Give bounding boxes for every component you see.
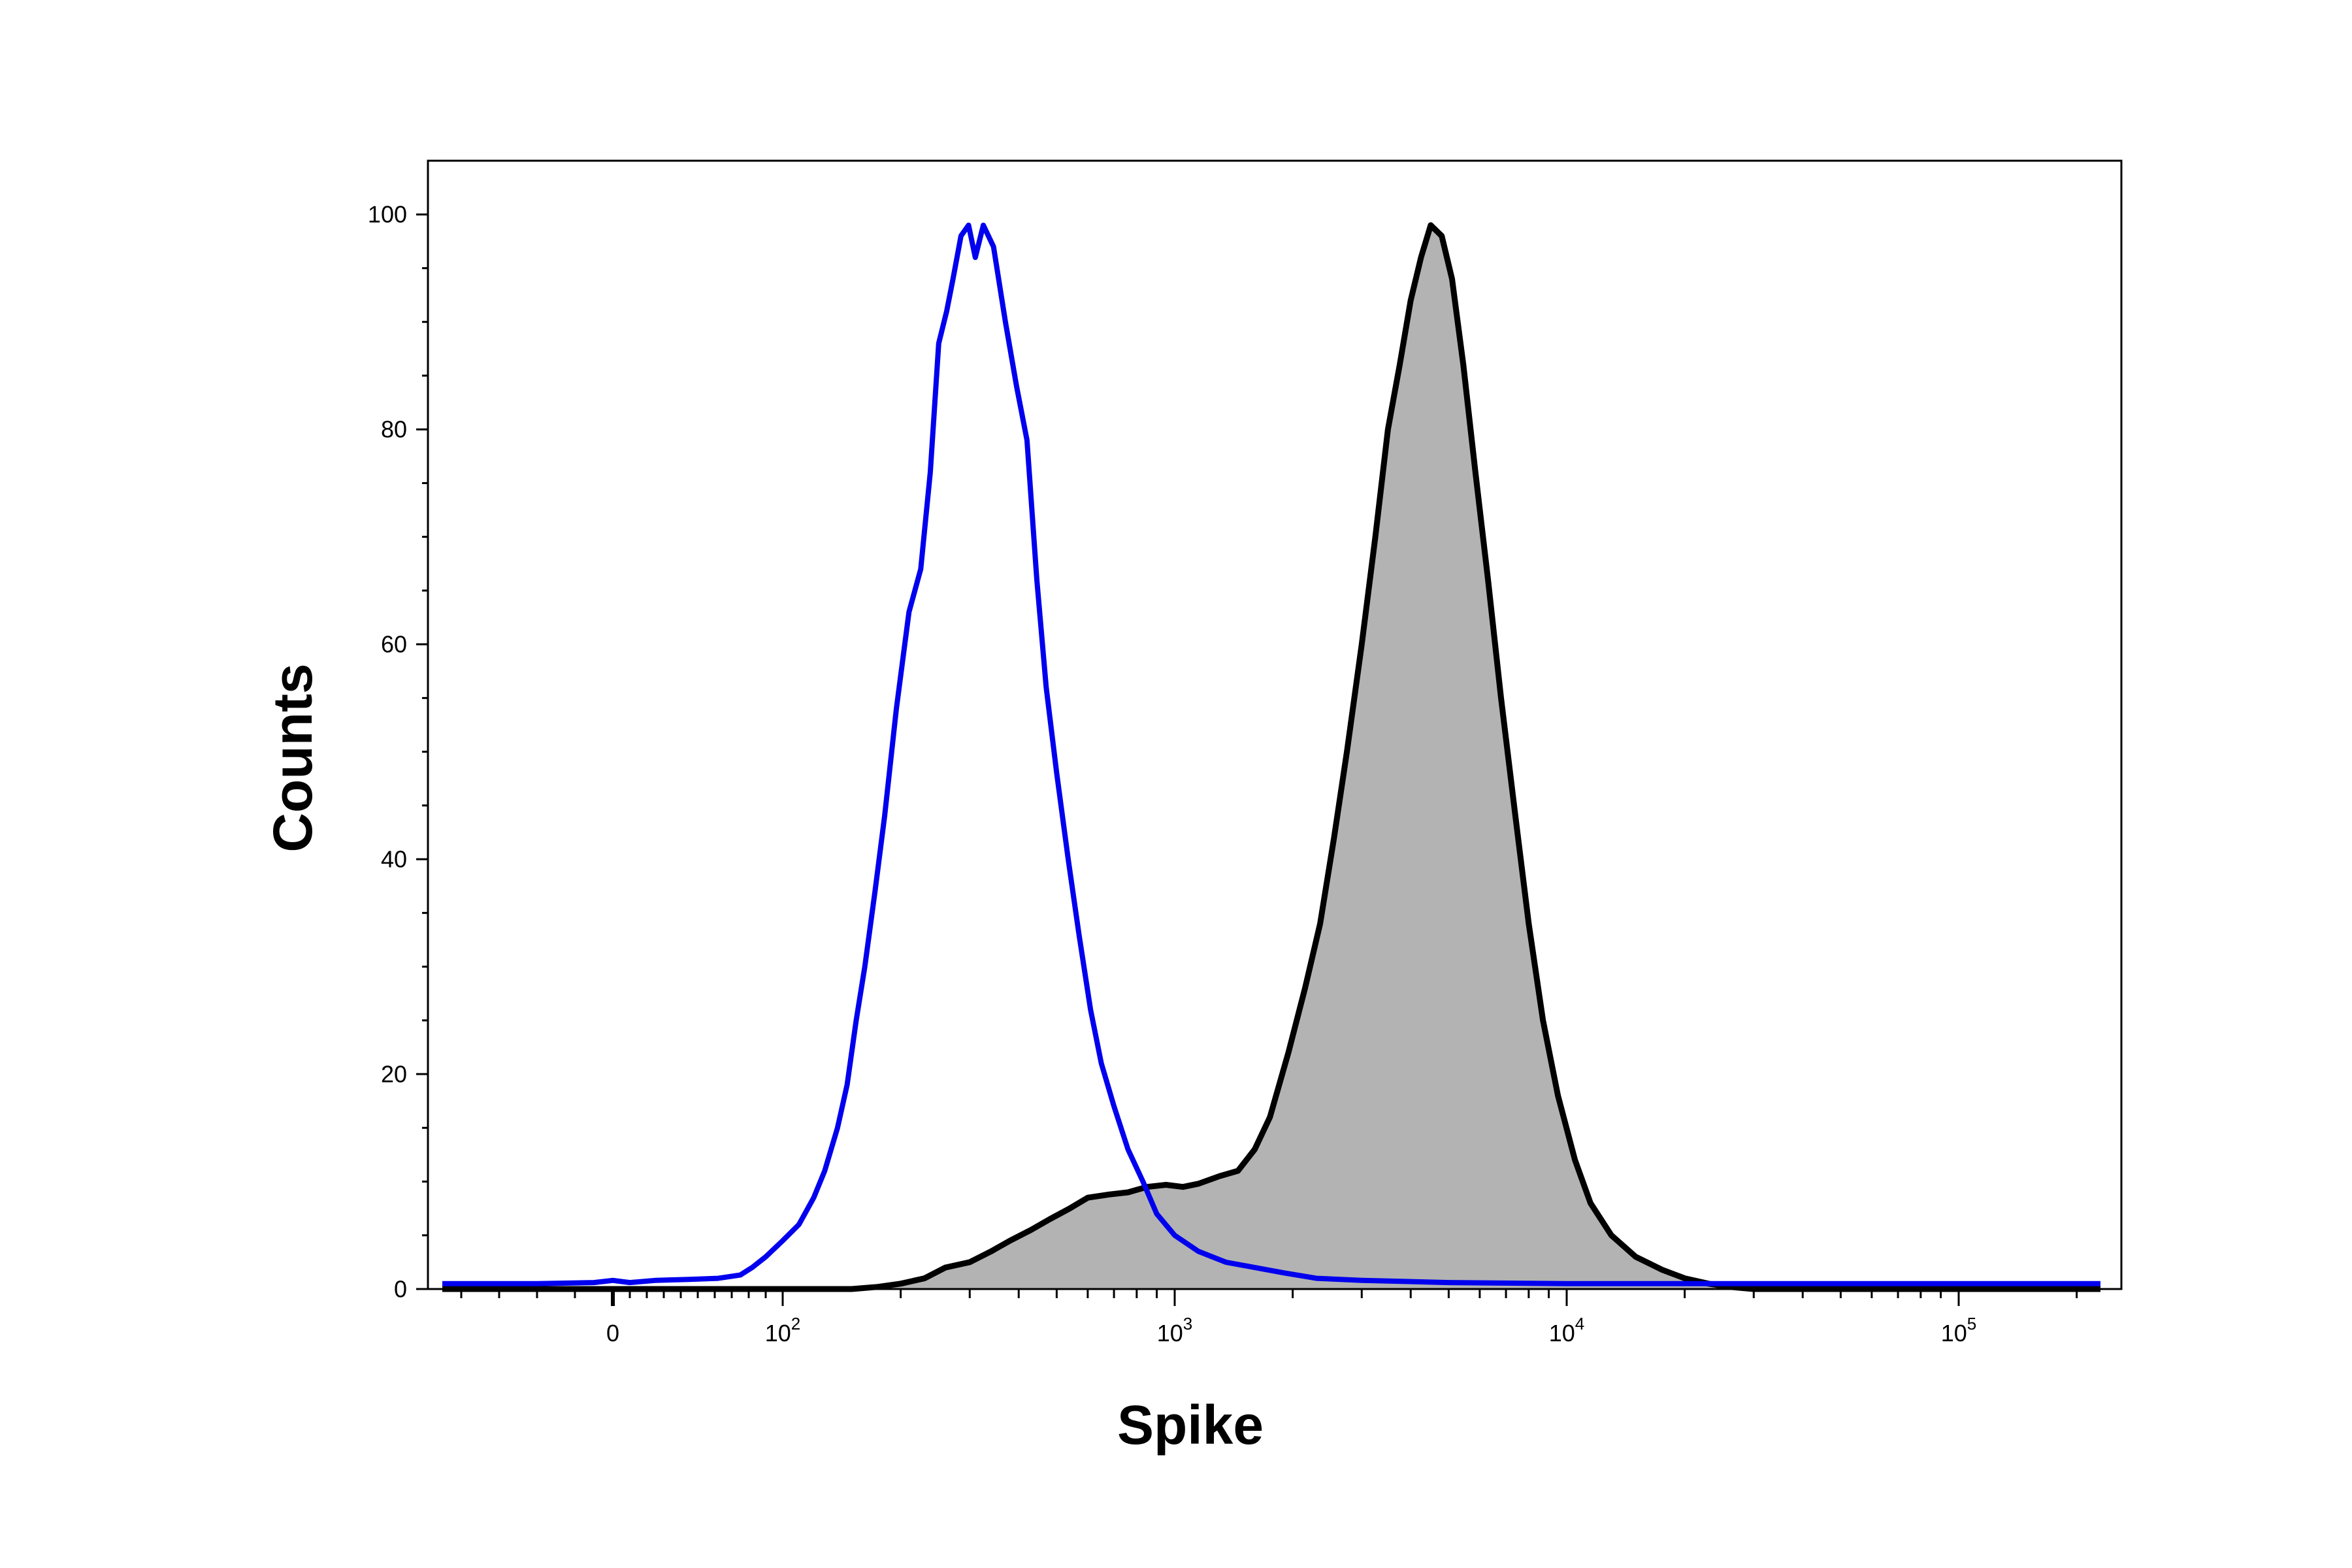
histogram-line-stained xyxy=(442,222,2100,1292)
histogram-fill-stained xyxy=(442,225,2100,1290)
x-tick-label: 103 xyxy=(1157,1314,1193,1347)
x-tick-label: 102 xyxy=(765,1314,801,1347)
y-tick-label: 0 xyxy=(394,1276,407,1303)
axis-layer: 0 20 40 60 80 100 0 102 103 104 105 xyxy=(368,201,2078,1347)
series-layer xyxy=(442,222,2100,1292)
y-tick-label: 80 xyxy=(381,416,407,443)
histogram-line-control xyxy=(442,222,2100,1286)
plot-frame xyxy=(427,159,2123,1290)
y-tick-label: 60 xyxy=(381,631,407,658)
y-tick-label: 20 xyxy=(381,1061,407,1088)
y-tick-label: 100 xyxy=(368,201,407,228)
y-tick-label: 40 xyxy=(381,846,407,873)
x-axis-title: Spike xyxy=(1117,1394,1264,1456)
x-tick-label: 105 xyxy=(1941,1314,1977,1347)
x-tick-label: 104 xyxy=(1549,1314,1585,1347)
x-tick-label: 0 xyxy=(606,1320,619,1347)
y-axis-title: Counts xyxy=(262,663,323,852)
